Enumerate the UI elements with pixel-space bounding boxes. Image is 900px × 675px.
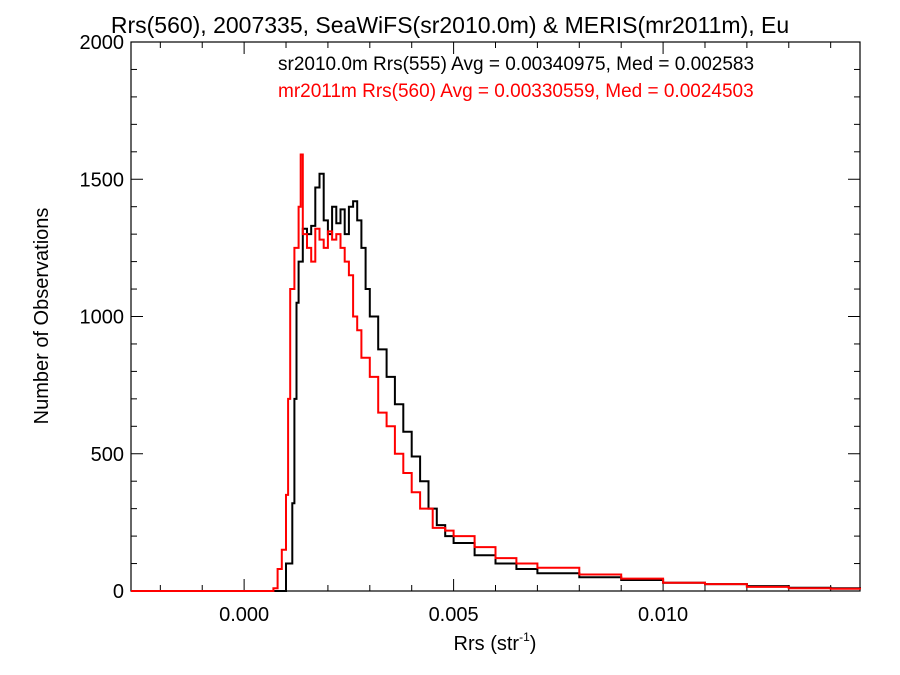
x-tick-label: 0.005 bbox=[429, 604, 479, 626]
x-axis-label-superscript: -1 bbox=[519, 630, 530, 644]
series-line-sr2010 bbox=[131, 172, 861, 592]
x-axis-label-end: ) bbox=[530, 633, 537, 655]
x-tick-label: 0.000 bbox=[219, 604, 269, 626]
axis-ticks: 0 500 1000 1500 2000 0.000 0.005 0.010 bbox=[80, 32, 860, 626]
x-axis-label-main: Rrs (str bbox=[454, 633, 520, 655]
y-tick-label: 2000 bbox=[80, 32, 125, 54]
legend-entry-black: sr2010.0m Rrs(555) Avg = 0.00340975, Med… bbox=[278, 54, 754, 75]
x-axis-label: Rrs (str-1) bbox=[454, 630, 537, 655]
y-axis-label: Number of Observations bbox=[31, 208, 53, 425]
plot-frame bbox=[130, 41, 861, 592]
series-group bbox=[131, 153, 861, 592]
chart-title: Rrs(560), 2007335, SeaWiFS(sr2010.0m) & … bbox=[111, 12, 789, 38]
y-tick-label: 0 bbox=[113, 581, 124, 603]
y-tick-label: 500 bbox=[91, 444, 124, 466]
series-line-mr2011m bbox=[131, 153, 861, 592]
y-tick-label: 1000 bbox=[80, 307, 125, 329]
legend-entry-red: mr2011m Rrs(560) Avg = 0.00330559, Med =… bbox=[278, 81, 754, 102]
x-tick-label: 0.010 bbox=[638, 604, 688, 626]
y-tick-label: 1500 bbox=[80, 169, 125, 191]
